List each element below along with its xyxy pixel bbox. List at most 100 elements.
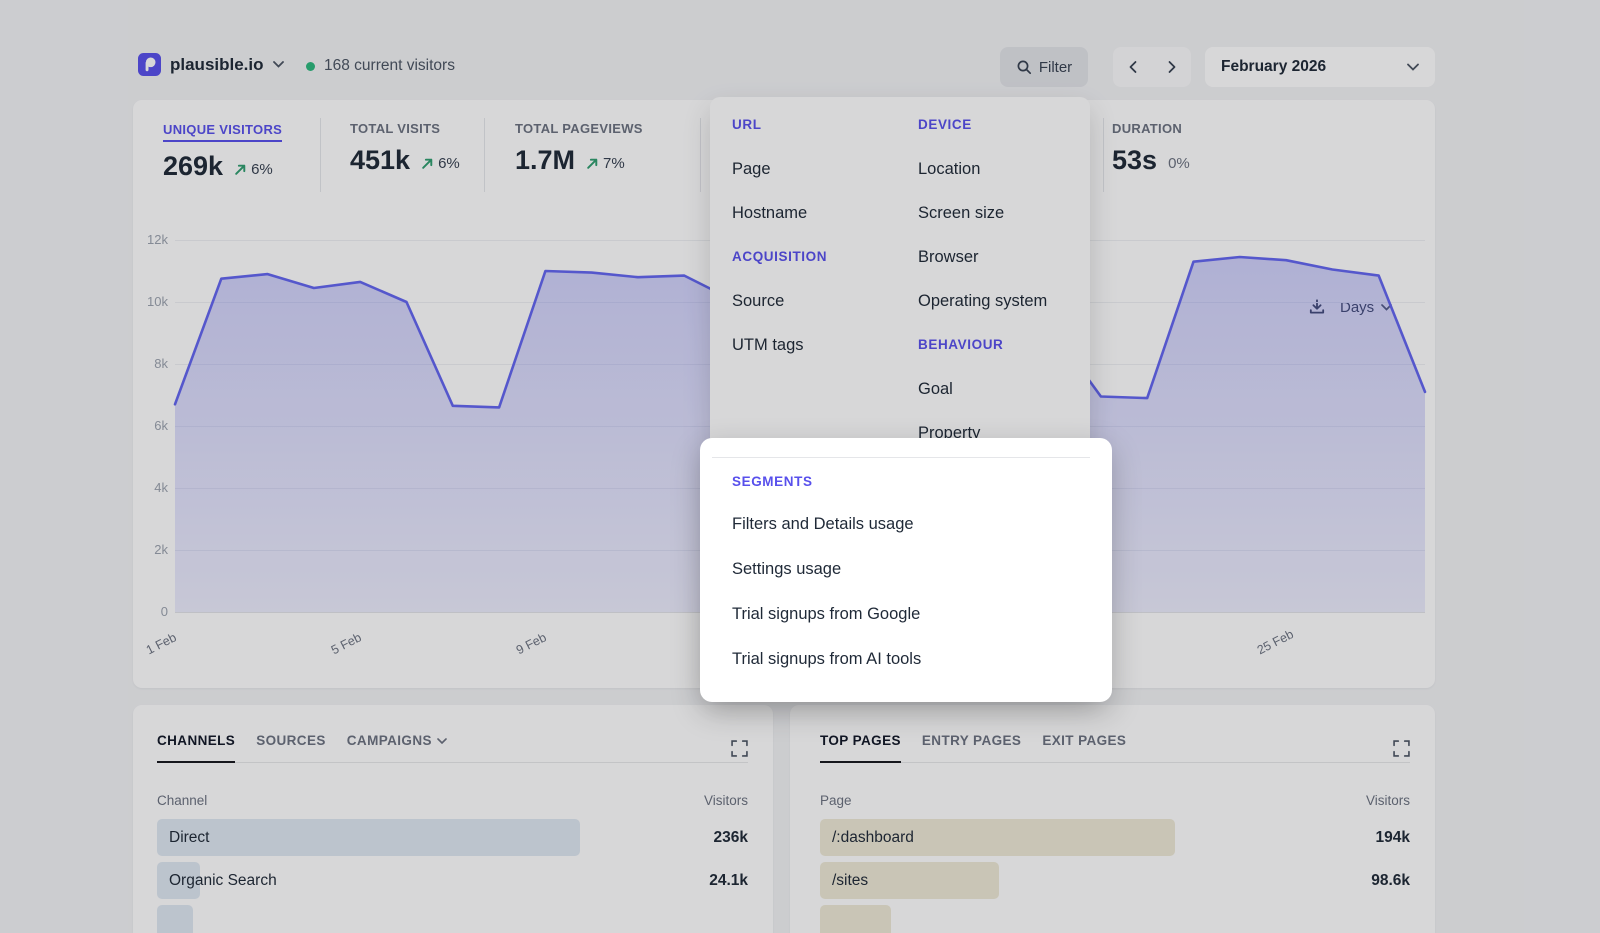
filter-option-property[interactable]: Property — [918, 424, 981, 442]
table-row[interactable] — [157, 902, 748, 933]
chevron-right-icon — [1168, 61, 1175, 73]
filter-group-heading-acquisition: ACQUISITION — [732, 249, 828, 264]
expand-button[interactable] — [1393, 740, 1410, 757]
panel-rows: /:dashboard 194k/sites 98.6k — [820, 816, 1410, 933]
stat-change: 6% — [234, 161, 273, 178]
trend-up-icon — [422, 158, 433, 169]
y-axis-tick: 6k — [154, 418, 168, 433]
stat-value: 1.7M — [515, 145, 576, 175]
column-metric-label: Visitors — [703, 793, 748, 808]
stat-divider — [700, 118, 701, 192]
column-dimension-label: Channel — [157, 793, 208, 808]
row-bar — [820, 905, 891, 933]
chevron-down-icon — [272, 61, 284, 68]
channels-panel: CHANNELS SOURCES CAMPAIGNS Channel Visitors D… — [133, 705, 773, 933]
panel-tabs: CHANNELS SOURCES CAMPAIGNS — [157, 733, 748, 763]
stat-change-value: 7% — [603, 155, 625, 172]
y-axis-tick: 8k — [154, 356, 168, 371]
segment-option-filters-and-details-usage[interactable]: Filters and Details usage — [732, 515, 914, 533]
table-row[interactable]: /sites 98.6k — [820, 859, 1410, 902]
row-bar — [820, 819, 1175, 856]
current-visitors[interactable]: 168 current visitors — [306, 57, 455, 75]
live-dot — [306, 61, 315, 71]
column-dimension-label: Page — [820, 793, 852, 808]
stat-total-pageviews[interactable]: TOTAL PAGEVIEWS 1.7M 7% — [515, 121, 643, 174]
y-axis-tick: 2k — [154, 542, 168, 557]
trend-up-icon — [587, 158, 598, 169]
row-bar — [157, 905, 193, 933]
filter-option-hostname[interactable]: Hostname — [732, 204, 808, 222]
segment-option-settings-usage[interactable]: Settings usage — [732, 560, 842, 578]
stat-total-visits[interactable]: TOTAL VISITS 451k 6% — [350, 121, 460, 174]
segment-option-trial-signups-from-google[interactable]: Trial signups from Google — [732, 605, 921, 623]
segments-list: SEGMENTS Filters and Details usage Setting… — [732, 462, 1102, 682]
tab-entry-pages[interactable]: ENTRY PAGES — [921, 733, 1022, 748]
site-picker[interactable]: plausible.io — [138, 53, 284, 76]
filter-option-goal[interactable]: Goal — [918, 380, 953, 398]
period-label: February 2026 — [1221, 58, 1327, 75]
prev-period-button[interactable] — [1116, 50, 1150, 84]
stat-change-value: 6% — [251, 161, 273, 178]
period-nav — [1113, 47, 1191, 87]
column-metric-label: Visitors — [1365, 793, 1410, 808]
filter-option-source[interactable]: Source — [732, 292, 785, 310]
filter-option-page[interactable]: Page — [732, 160, 771, 178]
row-value: 98.6k — [1371, 872, 1410, 889]
table-row[interactable]: Direct 236k — [157, 816, 748, 859]
tab-campaigns[interactable]: CAMPAIGNS — [347, 733, 447, 763]
row-bar — [157, 819, 580, 856]
row-label: Organic Search — [169, 872, 277, 889]
panel-rows: Direct 236k Organic Search 24.1k — [157, 816, 748, 933]
row-label: Direct — [169, 829, 210, 846]
expand-icon — [1393, 740, 1410, 757]
y-axis-tick: 0 — [160, 604, 168, 619]
row-label: /sites — [832, 872, 869, 889]
columns-header: Page Visitors — [820, 793, 1410, 808]
filter-menu-column: URL Page Hostname ACQUISITION Source UTM tags — [732, 103, 902, 367]
stat-label: TOTAL VISITS — [350, 121, 441, 136]
search-icon — [1017, 60, 1031, 75]
segment-option-trial-signups-from-ai-tools[interactable]: Trial signups from AI tools — [732, 650, 922, 668]
tab-channels[interactable]: CHANNELS — [157, 733, 236, 763]
current-visitors-label: 168 current visitors — [324, 57, 455, 74]
segments-heading: SEGMENTS — [732, 474, 813, 489]
filter-menu-column: DEVICE Location Screen size Browser Operatin… — [918, 103, 1088, 455]
filter-option-utm-tags[interactable]: UTM tags — [732, 336, 804, 354]
filter-group-heading-url: URL — [732, 117, 762, 132]
tab-sources[interactable]: SOURCES — [256, 733, 326, 748]
panel-tabs: TOP PAGES ENTRY PAGES EXIT PAGES — [820, 733, 1410, 763]
site-name: plausible.io — [170, 54, 264, 74]
stat-change-value: 6% — [438, 155, 460, 172]
columns-header: Channel Visitors — [157, 793, 748, 808]
chevron-down-icon — [1407, 63, 1419, 71]
stat-change: 0% — [1168, 155, 1190, 172]
stat-duration[interactable]: DURATION 53s 0% — [1112, 121, 1190, 174]
filter-option-location[interactable]: Location — [918, 160, 981, 178]
tab-top-pages[interactable]: TOP PAGES — [820, 733, 901, 763]
expand-button[interactable] — [731, 740, 748, 757]
stat-divider — [484, 118, 485, 192]
period-picker[interactable]: February 2026 — [1205, 47, 1435, 87]
stat-change: 7% — [586, 155, 625, 172]
table-row[interactable]: /:dashboard 194k — [820, 816, 1410, 859]
filter-group-heading-behaviour: BEHAVIOUR — [918, 337, 1004, 352]
stat-value: 269k — [163, 151, 224, 181]
filter-option-browser[interactable]: Browser — [918, 248, 979, 266]
expand-icon — [731, 740, 748, 757]
chevron-left-icon — [1129, 61, 1136, 73]
stat-unique-visitors[interactable]: UNIQUE VISITORS 269k 6% — [163, 121, 283, 181]
segments-popover: SEGMENTS Filters and Details usage Setting… — [700, 438, 1112, 702]
next-period-button[interactable] — [1155, 50, 1189, 84]
row-value: 194k — [1375, 829, 1410, 846]
table-row[interactable] — [820, 902, 1410, 933]
table-row[interactable]: Organic Search 24.1k — [157, 859, 748, 902]
stat-change-value: 0% — [1168, 155, 1190, 172]
filter-group-heading-device: DEVICE — [918, 117, 972, 132]
tab-exit-pages[interactable]: EXIT PAGES — [1042, 733, 1127, 748]
filter-option-screen-size[interactable]: Screen size — [918, 204, 1005, 222]
row-value: 236k — [713, 829, 748, 846]
row-label: /:dashboard — [832, 829, 914, 846]
filter-option-operating-system[interactable]: Operating system — [918, 292, 1048, 310]
stat-value: 53s — [1112, 145, 1158, 175]
filter-button[interactable]: Filter — [1000, 47, 1088, 87]
